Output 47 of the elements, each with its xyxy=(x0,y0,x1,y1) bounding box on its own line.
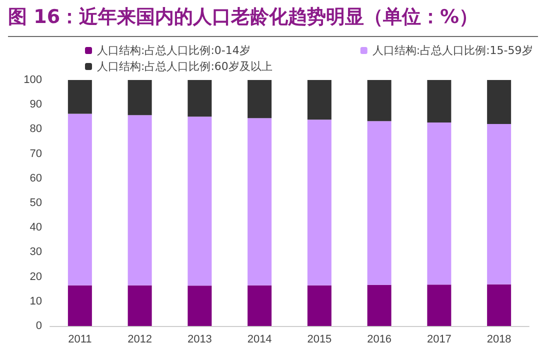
bar xyxy=(367,121,392,285)
y-tick-label: 80 xyxy=(30,123,42,136)
bar xyxy=(248,118,272,286)
chart-title: 图 16：近年来国内的人口老龄化趋势明显（单位：%） xyxy=(8,4,538,37)
bar xyxy=(367,80,392,122)
bar xyxy=(128,115,152,286)
bar xyxy=(487,80,512,124)
bar xyxy=(487,124,512,284)
x-tick-label: 2015 xyxy=(307,334,332,346)
legend-label: 人口结构:占总人口比例:15-59岁 xyxy=(372,44,533,57)
x-tick-label: 2011 xyxy=(68,334,92,346)
bar xyxy=(307,285,332,326)
y-tick-label: 0 xyxy=(36,320,42,332)
bar xyxy=(487,284,512,326)
bar xyxy=(188,80,212,117)
y-tick-label: 90 xyxy=(30,98,42,111)
bar xyxy=(427,284,452,326)
y-tick-label: 60 xyxy=(30,172,42,184)
y-tick-label: 10 xyxy=(30,295,42,308)
bar xyxy=(68,80,92,114)
bar xyxy=(427,122,452,285)
x-tick-label: 2013 xyxy=(187,334,212,346)
legend-label: 人口结构:占总人口比例:60岁及以上 xyxy=(97,60,272,73)
bar xyxy=(188,286,212,326)
x-tick-label: 2012 xyxy=(128,334,152,346)
y-tick-label: 70 xyxy=(30,148,42,160)
y-tick-label: 20 xyxy=(30,270,42,283)
x-tick-label: 2016 xyxy=(367,334,392,346)
bar xyxy=(367,284,392,326)
bar xyxy=(307,120,332,286)
legend-label: 人口结构:占总人口比例:0-14岁 xyxy=(97,44,250,57)
bar xyxy=(248,80,272,118)
bar xyxy=(128,285,152,326)
bar xyxy=(427,80,452,123)
x-tick-label: 2014 xyxy=(247,334,272,346)
bar xyxy=(68,114,92,286)
y-tick-label: 30 xyxy=(30,246,42,258)
bar xyxy=(188,116,212,286)
bar xyxy=(128,80,152,116)
bar xyxy=(248,285,272,326)
x-tick-label: 2018 xyxy=(486,334,512,346)
x-tick-label: 2017 xyxy=(426,334,452,346)
bar xyxy=(68,285,92,326)
bar xyxy=(307,80,332,120)
y-tick-label: 50 xyxy=(30,197,42,209)
y-tick-label: 40 xyxy=(30,222,42,234)
y-tick-label: 100 xyxy=(24,74,42,86)
